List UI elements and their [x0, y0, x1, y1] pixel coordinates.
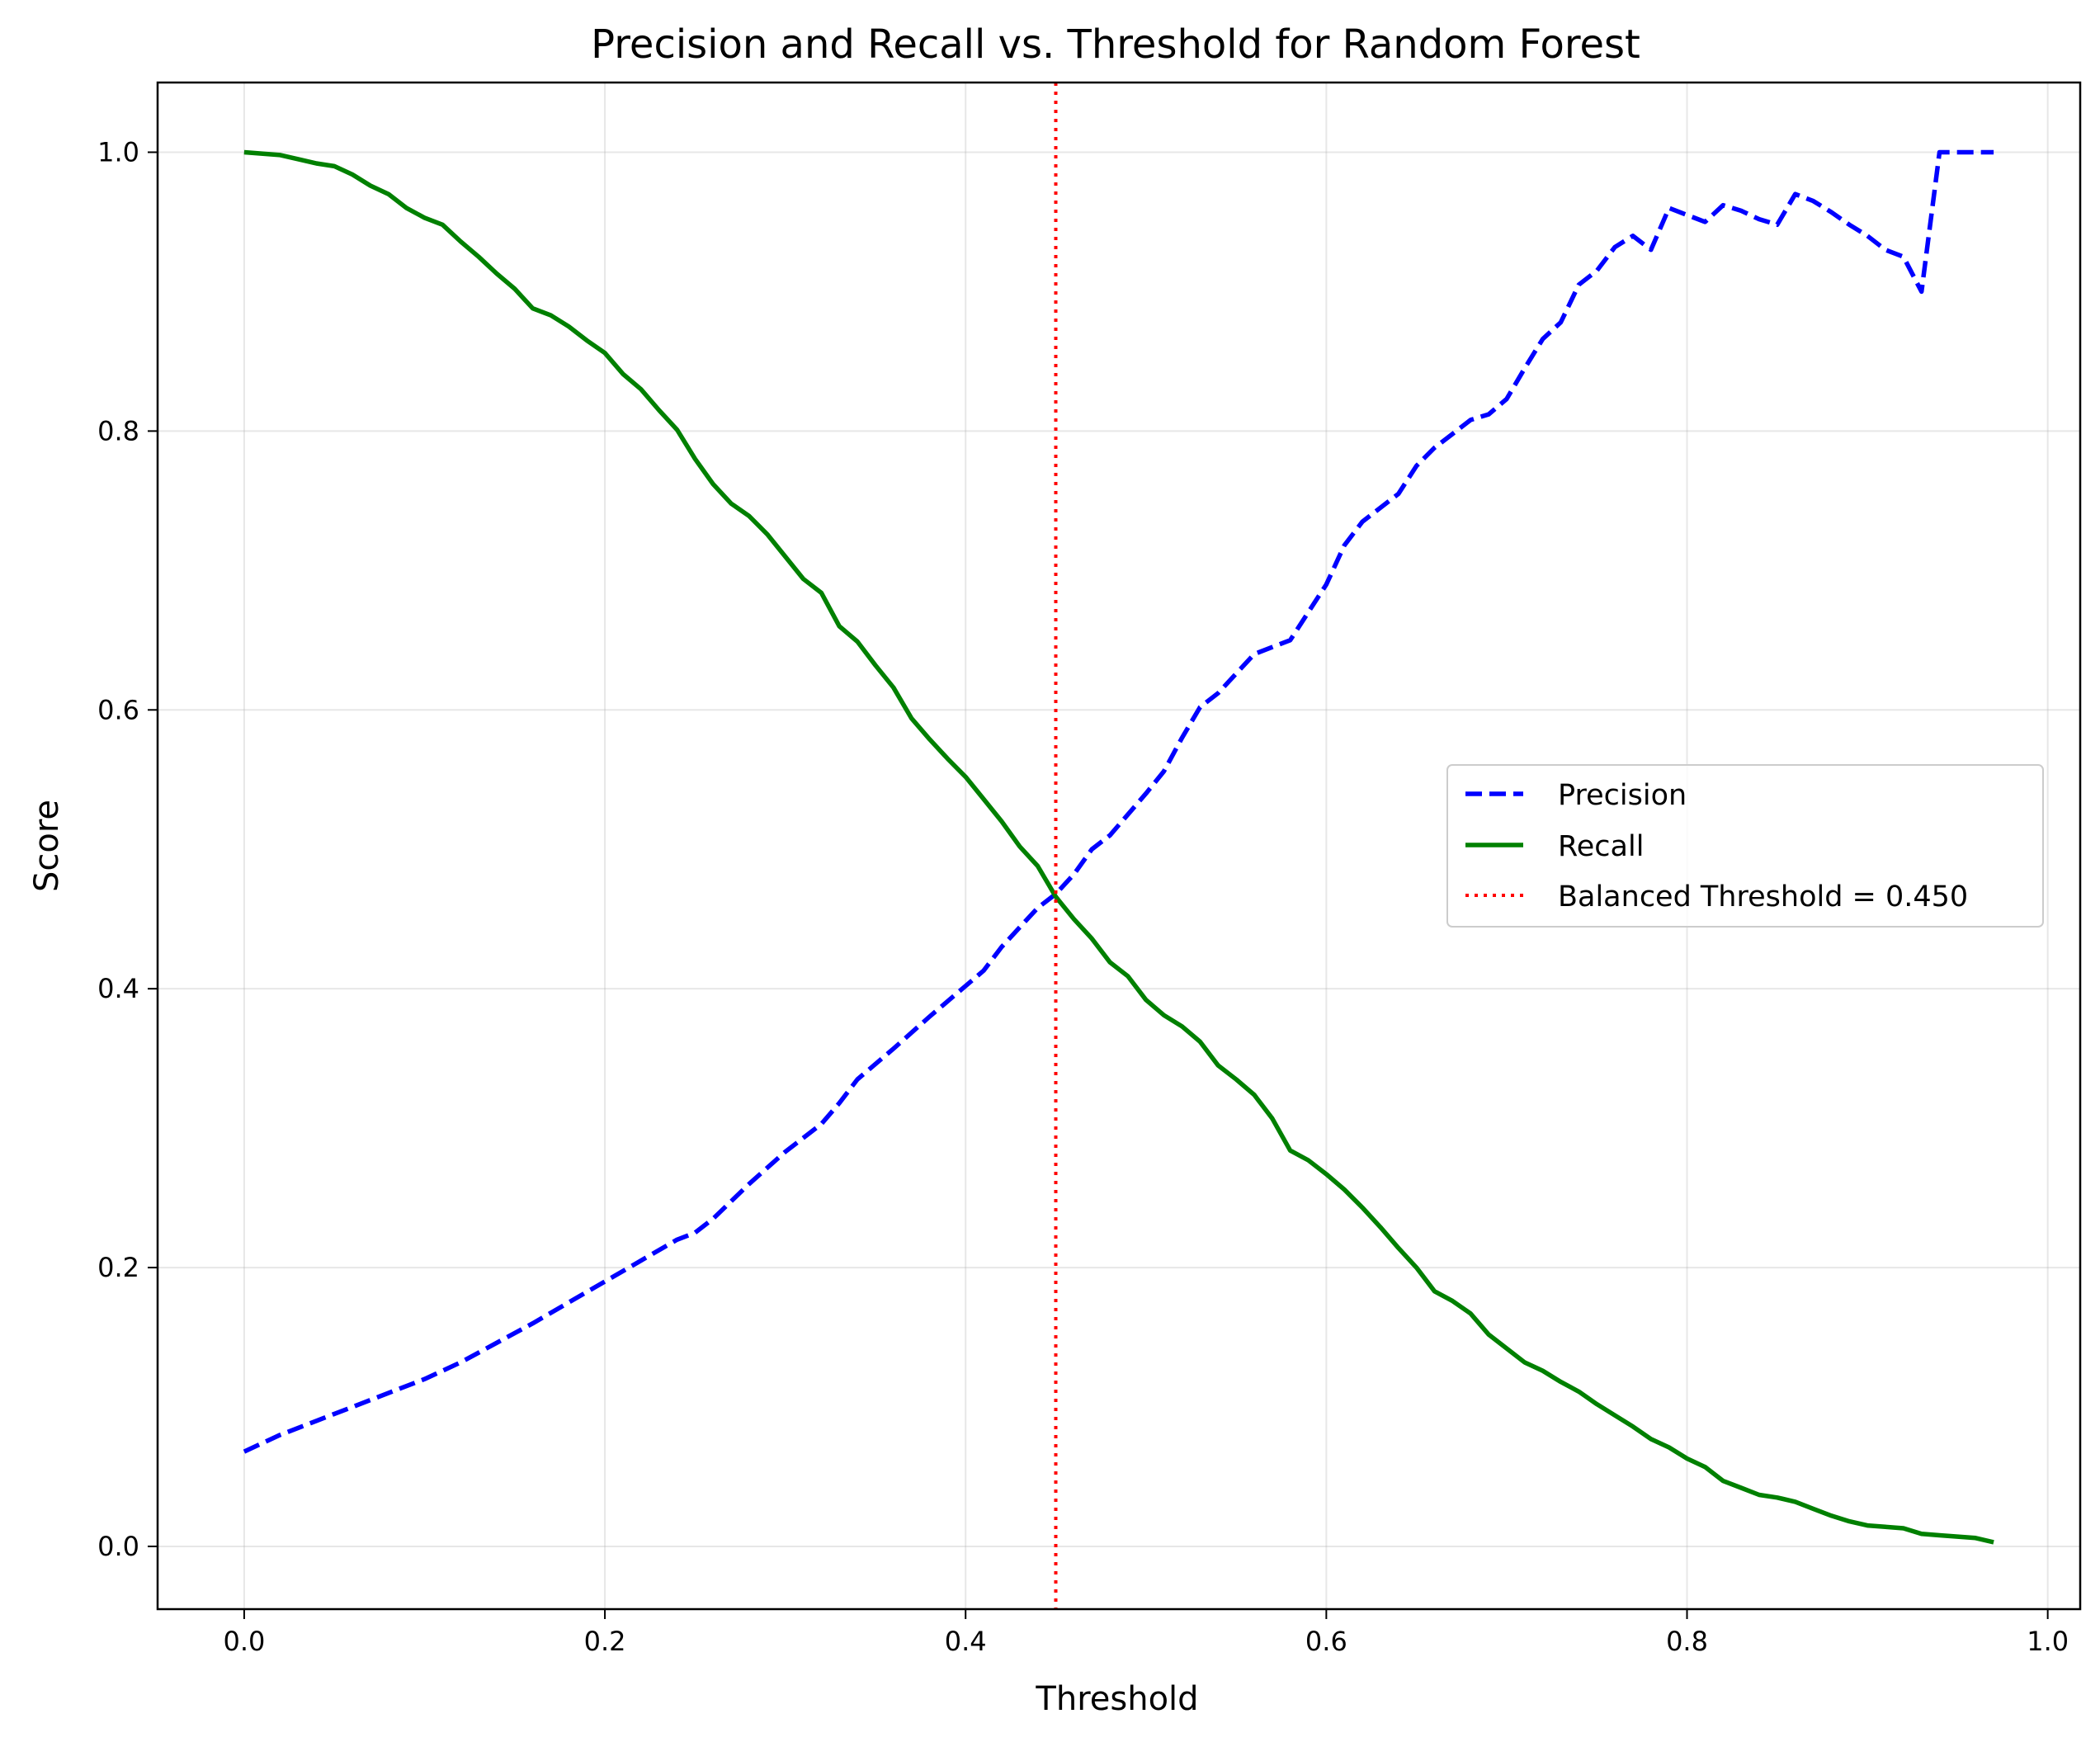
legend-threshold-label: Balanced Threshold = 0.450 [1558, 880, 1968, 913]
legend-box [1446, 764, 2044, 928]
x-axis-label: Threshold [1035, 1680, 1198, 1718]
y-tick-label: 0.8 [97, 415, 139, 446]
y-axis: 0.0 0.2 0.4 0.6 0.8 1.0 [97, 136, 158, 1562]
legend-precision-label: Precision [1558, 779, 1687, 812]
x-tick-label: 1.0 [2027, 1626, 2069, 1657]
grid [158, 83, 2080, 1609]
plot-frame [156, 81, 2082, 1611]
y-tick-label: 1.0 [97, 136, 139, 168]
precision-line [243, 149, 1994, 1454]
x-tick-label: 0.6 [1305, 1626, 1347, 1657]
y-tick-label: 0.6 [97, 694, 139, 725]
x-tick-label: 0.8 [1666, 1626, 1708, 1657]
y-tick-label: 0.2 [97, 1252, 139, 1283]
x-tick-label: 0.0 [223, 1626, 265, 1657]
x-axis: 0.0 0.2 0.4 0.6 0.8 1.0 [223, 1609, 2069, 1657]
y-axis-label: Score [28, 800, 66, 892]
x-tick-label: 0.2 [584, 1626, 626, 1657]
series-layer [243, 149, 1994, 1545]
legend: Precision Recall Balanced Threshold = 0.… [1446, 764, 2044, 928]
legend-recall-label: Recall [1558, 830, 1644, 863]
y-tick-label: 0.0 [97, 1531, 139, 1562]
y-tick-label: 0.4 [97, 973, 139, 1004]
chart-title: Precision and Recall vs. Threshold for R… [591, 21, 1640, 68]
recall-line [243, 149, 1994, 1545]
x-tick-label: 0.4 [945, 1626, 987, 1657]
